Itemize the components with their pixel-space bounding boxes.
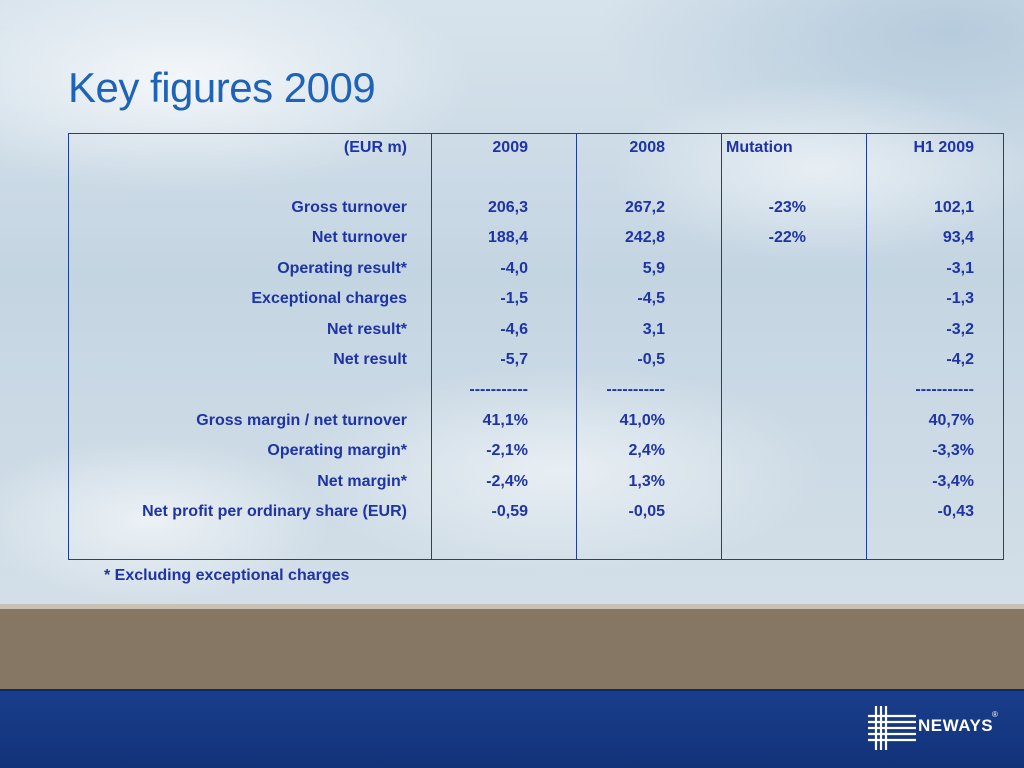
cell-2008: 41,0% bbox=[619, 412, 665, 429]
cell-2009: 206,3 bbox=[487, 199, 528, 216]
cell-2008: 3,1 bbox=[642, 321, 665, 338]
footer-blue-band bbox=[0, 689, 1024, 768]
cell-h1-2009: -4,2 bbox=[946, 351, 974, 368]
cell-2009: ----------- bbox=[469, 381, 528, 398]
column-divider bbox=[721, 133, 722, 560]
row-label: Operating margin* bbox=[267, 442, 407, 459]
cell-h1-2009: -3,3% bbox=[932, 442, 974, 459]
registered-mark: ® bbox=[992, 710, 998, 719]
row-label: Net margin* bbox=[317, 473, 407, 490]
neways-logo-icon bbox=[868, 706, 916, 750]
row-label: Net profit per ordinary share (EUR) bbox=[142, 503, 407, 520]
cell-h1-2009: -0,43 bbox=[937, 503, 974, 520]
header-2008: 2008 bbox=[629, 139, 665, 156]
logo-wordmark: NEWAYS bbox=[918, 716, 994, 735]
footnote: * Excluding exceptional charges bbox=[104, 567, 350, 584]
cell-2009: 41,1% bbox=[482, 412, 528, 429]
cell-h1-2009: -1,3 bbox=[946, 290, 974, 307]
row-label: Net result bbox=[333, 351, 407, 368]
key-figures-table bbox=[68, 133, 1004, 560]
header-mutation: Mutation bbox=[726, 139, 793, 156]
cell-2009: -2,1% bbox=[486, 442, 528, 459]
cell-2008: 2,4% bbox=[628, 442, 665, 459]
column-divider bbox=[576, 133, 577, 560]
row-label: Net turnover bbox=[311, 229, 407, 246]
cell-2008: -0,05 bbox=[628, 503, 665, 520]
row-label: Gross margin / net turnover bbox=[196, 412, 407, 429]
cell-2008: 5,9 bbox=[642, 260, 665, 277]
column-divider bbox=[431, 133, 432, 560]
cell-mutation: -22% bbox=[768, 229, 806, 246]
header-h1-2009: H1 2009 bbox=[913, 139, 975, 156]
cell-2009: -5,7 bbox=[500, 351, 528, 368]
cell-2008: 267,2 bbox=[624, 199, 665, 216]
footer-divider bbox=[0, 604, 1024, 609]
cell-2008: -0,5 bbox=[637, 351, 665, 368]
row-label: Operating result* bbox=[277, 260, 407, 277]
row-label: Net result* bbox=[326, 321, 407, 338]
row-label: Gross turnover bbox=[291, 199, 407, 216]
footer-brown-band bbox=[0, 609, 1024, 689]
cell-2008: 1,3% bbox=[628, 473, 665, 490]
cell-2008: ----------- bbox=[606, 381, 665, 398]
header-label: (EUR m) bbox=[343, 139, 407, 156]
row-label: Exceptional charges bbox=[251, 290, 407, 307]
slide-title: Key figures 2009 bbox=[68, 64, 376, 111]
cell-2009: -1,5 bbox=[500, 290, 528, 307]
cell-h1-2009: -3,2 bbox=[946, 321, 974, 338]
cell-2009: -4,0 bbox=[500, 260, 528, 277]
cell-2008: -4,5 bbox=[637, 290, 665, 307]
cell-h1-2009: 93,4 bbox=[942, 229, 974, 246]
cell-2009: -4,6 bbox=[500, 321, 528, 338]
column-divider bbox=[866, 133, 867, 560]
cell-h1-2009: ----------- bbox=[915, 381, 974, 398]
cell-h1-2009: -3,4% bbox=[932, 473, 974, 490]
cell-2008: 242,8 bbox=[624, 229, 665, 246]
cell-2009: 188,4 bbox=[487, 229, 528, 246]
cell-mutation: -23% bbox=[768, 199, 806, 216]
cell-2009: -2,4% bbox=[486, 473, 528, 490]
cell-h1-2009: -3,1 bbox=[946, 260, 974, 277]
header-2009: 2009 bbox=[492, 139, 528, 156]
cell-2009: -0,59 bbox=[491, 503, 528, 520]
sky-background bbox=[0, 0, 1024, 610]
cell-h1-2009: 102,1 bbox=[933, 199, 974, 216]
cell-h1-2009: 40,7% bbox=[928, 412, 974, 429]
